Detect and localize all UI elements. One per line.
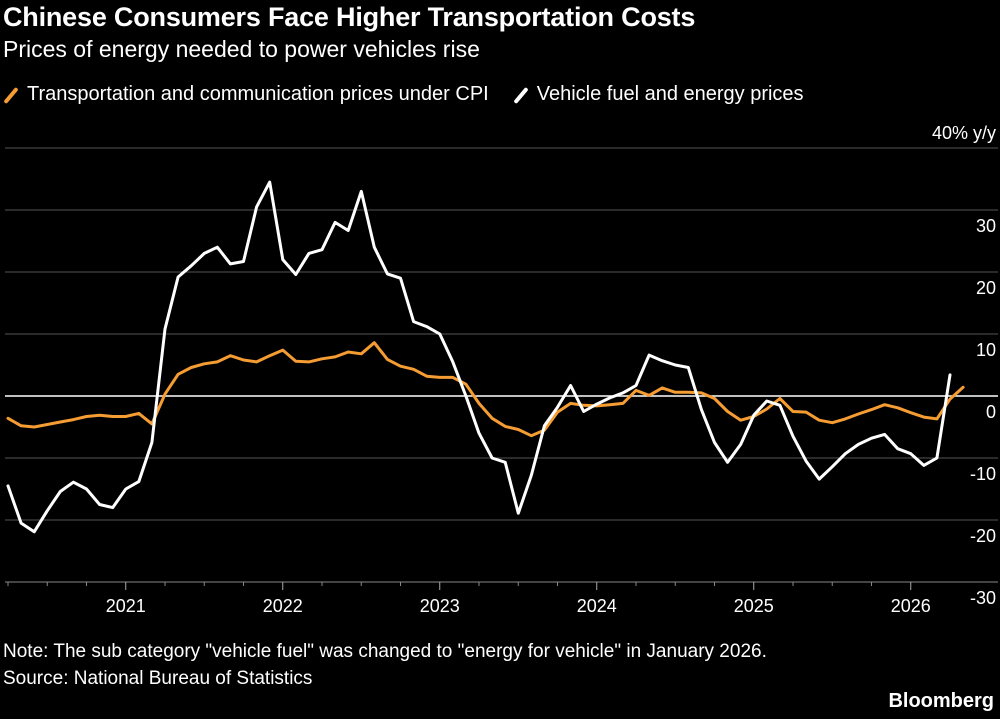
legend-item-transport: Transportation and communication prices … [3, 83, 489, 106]
legend: Transportation and communication prices … [3, 83, 828, 106]
x-tick-label: 2026 [891, 596, 931, 616]
chart-subtitle: Prices of energy needed to power vehicle… [3, 36, 480, 62]
legend-label-transport: Transportation and communication prices … [27, 83, 489, 105]
y-tick-label: 40% y/y [932, 123, 996, 143]
x-tick-label: 2022 [263, 596, 303, 616]
x-tick-label: 2024 [577, 596, 617, 616]
y-tick-label: -30 [970, 588, 996, 608]
y-tick-label: 10 [976, 340, 996, 360]
chart-note: Note: The sub category "vehicle fuel" wa… [3, 641, 767, 662]
bloomberg-logo: Bloomberg [888, 690, 994, 712]
x-tick-label: 2021 [106, 596, 146, 616]
y-tick-label: 20 [976, 278, 996, 298]
x-tick-label: 2023 [420, 596, 460, 616]
y-tick-label: -20 [970, 526, 996, 546]
chart-title: Chinese Consumers Face Higher Transporta… [3, 2, 696, 32]
legend-item-fuel: Vehicle fuel and energy prices [513, 83, 804, 106]
y-tick-label: 30 [976, 216, 996, 236]
y-tick-label: -10 [970, 464, 996, 484]
x-tick-label: 2025 [734, 596, 774, 616]
legend-label-fuel: Vehicle fuel and energy prices [536, 83, 804, 105]
chart-source: Source: National Bureau of Statistics [3, 668, 313, 689]
transport-line [6, 341, 965, 438]
y-tick-label: 0 [986, 402, 996, 422]
fuel-line [6, 180, 952, 534]
